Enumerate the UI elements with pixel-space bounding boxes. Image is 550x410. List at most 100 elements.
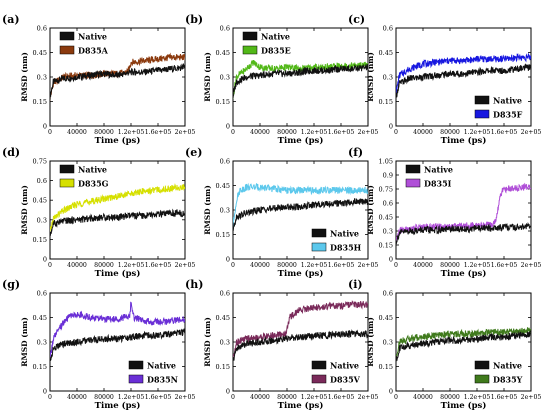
- x-tick-label: 0: [394, 262, 398, 269]
- series-line-d835v: [233, 300, 368, 360]
- x-tick-label: 2e+05: [358, 129, 379, 136]
- x-axis-label: Time (ps): [441, 400, 487, 410]
- y-axis-label: RMSD (nm): [203, 317, 212, 367]
- legend-swatch-native: [405, 164, 421, 174]
- x-tick-label: 2e+05: [175, 394, 196, 401]
- y-tick-label: 0.6: [37, 25, 47, 33]
- series-line-native: [233, 198, 368, 231]
- legend-swatch-native: [59, 164, 75, 174]
- x-tick-label: 0: [394, 129, 398, 136]
- x-tick-label: 80000: [277, 262, 297, 269]
- x-tick-label: 2e+05: [358, 394, 379, 401]
- legend-label: Native: [147, 361, 176, 371]
- y-tick-label: 0.15: [33, 363, 47, 371]
- legend-swatch-d835g: [59, 178, 75, 188]
- y-axis-label: RMSD (nm): [366, 185, 375, 235]
- legend-label: Native: [493, 361, 522, 371]
- legend: Native D835H: [311, 229, 362, 253]
- y-tick-label: 0: [43, 388, 47, 396]
- x-tick-label: 0: [48, 129, 52, 136]
- y-tick-label: 0.6: [383, 25, 393, 33]
- legend-label: Native: [330, 229, 359, 239]
- series-line-native: [233, 329, 368, 361]
- x-tick-label: 1.2e+05: [118, 262, 145, 269]
- x-tick-label: 1.2e+05: [118, 129, 145, 136]
- y-tick-label: 0.75: [33, 158, 47, 166]
- x-tick-label: 40000: [413, 129, 433, 136]
- y-axis-label: RMSD (nm): [20, 185, 29, 235]
- x-tick-label: 40000: [67, 394, 87, 401]
- legend-label: D835A: [78, 46, 109, 56]
- y-tick-label: 0.15: [33, 236, 47, 244]
- panel-label: (f): [348, 146, 363, 159]
- y-tick-label: 0: [389, 123, 393, 131]
- y-tick-label: 0.3: [220, 74, 230, 82]
- legend-label: Native: [78, 165, 107, 175]
- y-tick-label: 0.15: [33, 98, 47, 106]
- y-tick-label: 0.3: [37, 74, 47, 82]
- legend-swatch-native: [242, 31, 258, 41]
- panel-e: (e) 0 0.15 0.3 0.45 0.6 0 40000 80000 1.2e+05 1.6e…: [185, 146, 378, 279]
- x-tick-label: 80000: [94, 262, 114, 269]
- x-axis-label: Time (ps): [441, 268, 487, 279]
- y-tick-label: 0.3: [37, 216, 47, 224]
- y-tick-label: 0.6: [220, 158, 230, 166]
- plot-frame: [395, 160, 532, 260]
- x-tick-label: 80000: [440, 262, 460, 269]
- y-tick-label: 0: [226, 388, 230, 396]
- legend-label: Native: [330, 361, 359, 371]
- legend-swatch-d835h: [311, 242, 327, 252]
- x-tick-label: 1.2e+05: [464, 394, 491, 401]
- x-tick-label: 0: [231, 129, 235, 136]
- x-tick-label: 0: [48, 394, 52, 401]
- legend-swatch-native: [128, 360, 144, 370]
- series-line-d835e: [233, 60, 368, 99]
- x-tick-label: 2e+05: [175, 129, 196, 136]
- panel-label: (b): [185, 13, 203, 26]
- x-tick-label: 2e+05: [521, 129, 542, 136]
- panel-f: (f) 0 0.15 0.3 0.45 0.6 0.75 0.9 1.05 0 40000 80000…: [348, 146, 541, 279]
- x-tick-label: 80000: [94, 394, 114, 401]
- legend: Native D835V: [311, 360, 361, 385]
- legend-swatch-native: [311, 360, 327, 370]
- y-tick-label: 0.6: [220, 290, 230, 298]
- x-tick-label: 40000: [67, 262, 87, 269]
- x-tick-label: 80000: [277, 129, 297, 136]
- legend: Native D835A: [59, 32, 109, 56]
- legend: Native D835Y: [474, 361, 523, 385]
- x-tick-label: 40000: [250, 129, 270, 136]
- x-axis-label: Time (ps): [95, 268, 141, 279]
- x-tick-label: 2e+05: [175, 262, 196, 269]
- legend: Native D835N: [128, 360, 178, 385]
- x-axis-label: Time (ps): [95, 400, 141, 410]
- panel-label: (h): [185, 278, 203, 291]
- legend-swatch-d835f: [474, 109, 490, 119]
- y-tick-label: 0.6: [37, 290, 47, 298]
- y-tick-label: 0.45: [33, 49, 47, 57]
- y-tick-label: 0.45: [33, 197, 47, 205]
- y-tick-label: 0.3: [383, 228, 393, 236]
- x-axis-label: Time (ps): [278, 135, 324, 146]
- x-tick-label: 40000: [413, 262, 433, 269]
- legend: Native D835F: [474, 96, 523, 120]
- x-tick-label: 80000: [440, 129, 460, 136]
- y-tick-label: 0: [43, 256, 47, 264]
- legend-label: D835I: [424, 179, 452, 189]
- x-tick-label: 1.6e+05: [491, 262, 518, 269]
- panel-label: (e): [185, 146, 202, 159]
- x-tick-label: 80000: [94, 129, 114, 136]
- panel-c: (c) 0 0.15 0.3 0.45 0.6 0 40000 80000 1.2e+05 1.6e…: [348, 13, 541, 146]
- x-tick-label: 0: [394, 394, 398, 401]
- x-tick-label: 40000: [250, 262, 270, 269]
- x-tick-label: 1.6e+05: [328, 262, 355, 269]
- y-axis-label: RMSD (nm): [366, 317, 375, 367]
- x-tick-label: 1.6e+05: [145, 262, 172, 269]
- panel-label: (a): [2, 13, 20, 26]
- y-tick-label: 0.9: [383, 172, 393, 180]
- panel-label: (d): [2, 146, 20, 159]
- y-tick-label: 0.6: [383, 200, 393, 208]
- legend-swatch-d835a: [59, 45, 75, 55]
- plot-frame: [49, 160, 186, 260]
- y-tick-label: 0.45: [33, 314, 47, 322]
- series-line-native: [233, 63, 368, 99]
